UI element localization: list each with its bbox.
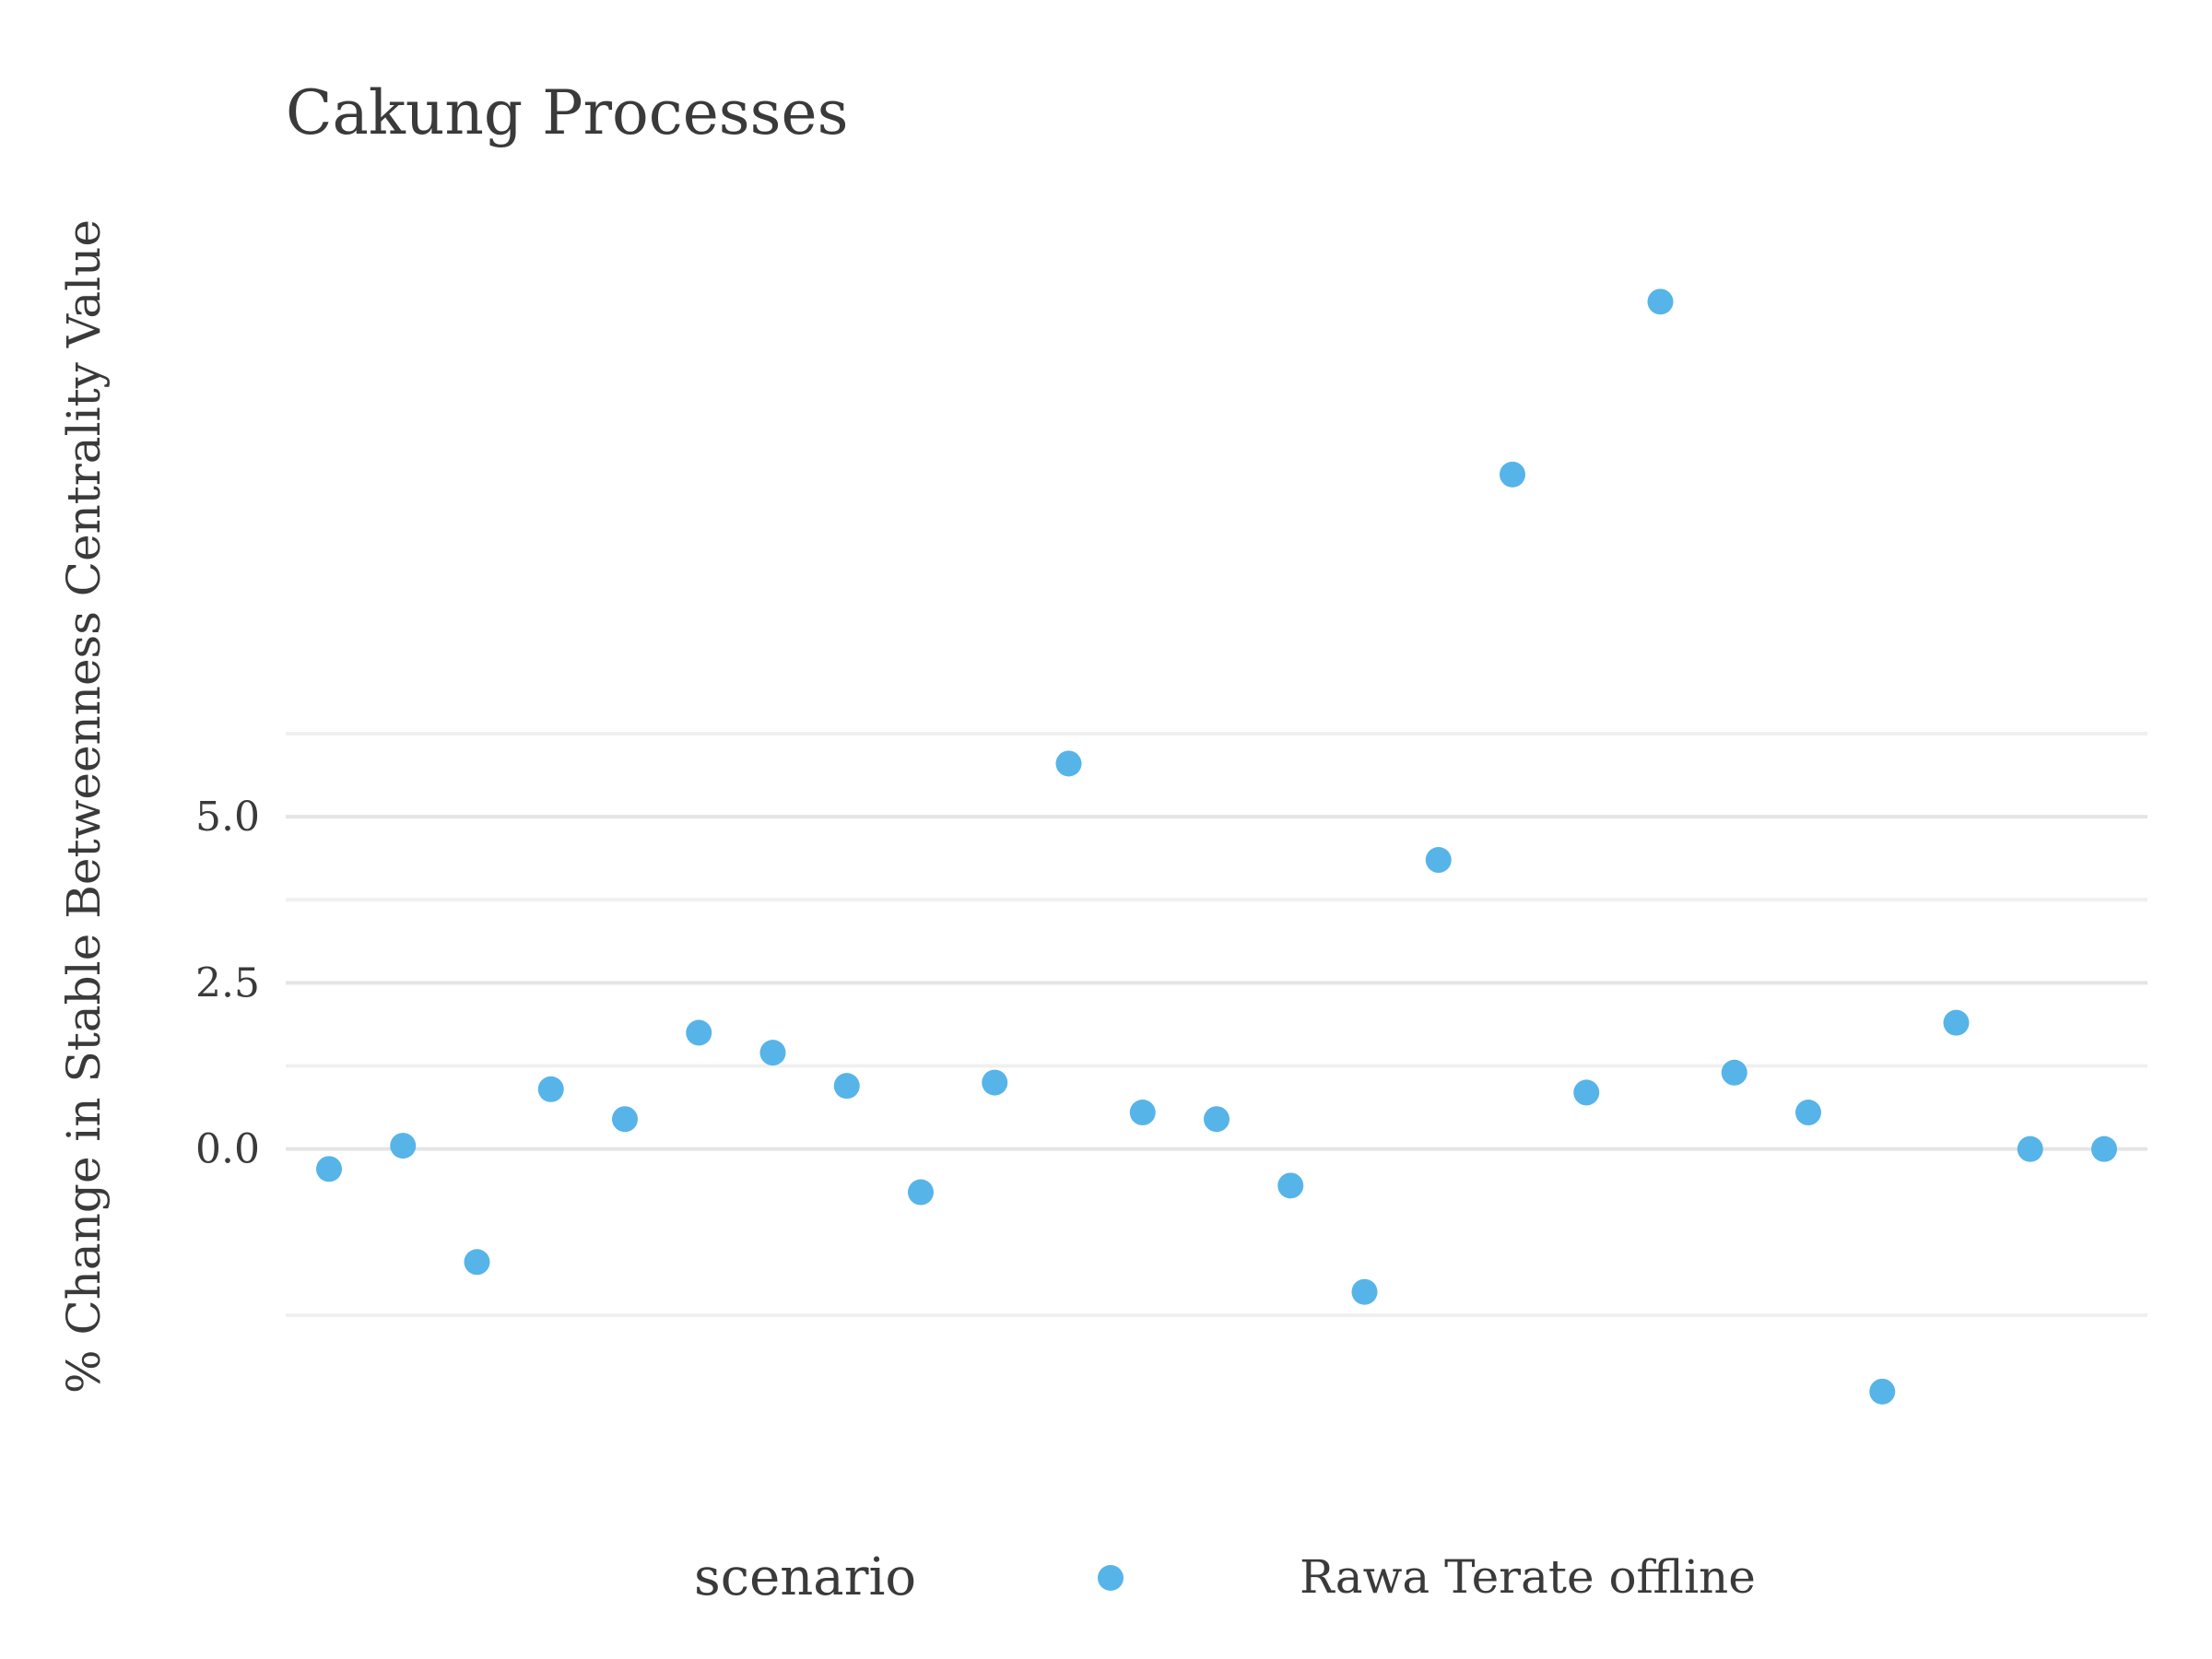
data-point-1	[316, 1156, 342, 1182]
data-point-4	[537, 1076, 564, 1102]
data-point-17	[1500, 461, 1525, 488]
data-point-6	[686, 1019, 712, 1046]
data-point-14	[1277, 1172, 1304, 1199]
data-point-11	[1055, 750, 1082, 777]
legend: scenario Rawa Terate offline	[694, 1547, 1756, 1607]
data-point-8	[833, 1073, 860, 1100]
y-tick-labels: 0.0 2.5 5.0	[195, 794, 260, 1173]
legend-entry-label: Rawa Terate offline	[1300, 1550, 1756, 1604]
data-point-2	[390, 1133, 417, 1159]
data-point-7	[759, 1040, 786, 1066]
data-point-10	[982, 1069, 1008, 1096]
data-point-13	[1204, 1106, 1230, 1133]
y-axis-label: % Change in Stable Betweenness Centralit…	[57, 219, 111, 1394]
data-point-22	[1869, 1378, 1896, 1405]
data-point-3	[464, 1249, 490, 1276]
legend-title: scenario	[694, 1547, 916, 1607]
data-point-25	[2091, 1135, 2117, 1162]
y-tick-label-1: 2.5	[195, 959, 260, 1006]
y-tick-label-0: 0.0	[195, 1126, 260, 1173]
data-point-18	[1573, 1079, 1600, 1106]
data-point-19	[1647, 288, 1674, 315]
data-point-24	[2017, 1135, 2043, 1162]
data-point-9	[908, 1179, 934, 1206]
data-point-5	[612, 1106, 638, 1133]
data-point-23	[1943, 1009, 1970, 1036]
legend-marker	[1098, 1565, 1124, 1591]
gridlines	[286, 732, 2147, 1317]
data-points	[316, 288, 2117, 1405]
y-tick-label-2: 5.0	[195, 794, 260, 841]
data-point-21	[1795, 1100, 1821, 1126]
data-point-20	[1721, 1059, 1747, 1086]
data-point-16	[1425, 847, 1452, 874]
chart-title: Cakung Processes	[286, 77, 848, 148]
data-point-12	[1129, 1100, 1156, 1126]
data-point-15	[1351, 1278, 1378, 1305]
